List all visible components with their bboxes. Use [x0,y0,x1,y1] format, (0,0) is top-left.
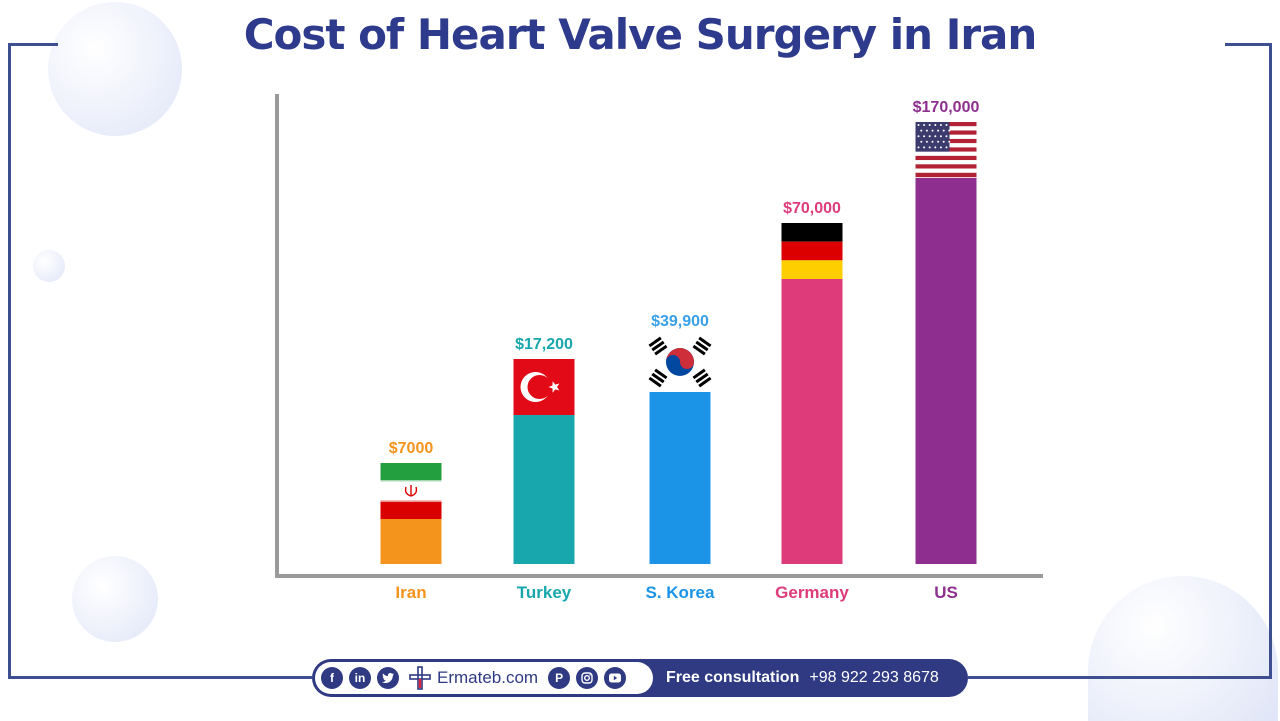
frame-bottom-right [968,676,1272,679]
y-axis-line [275,94,279,578]
phone-number: +98 922 293 8678 [809,669,939,686]
pinterest-icon[interactable]: P [548,667,571,689]
footer-links: f in Ermateb.com P [315,662,653,694]
twitter-icon[interactable] [377,667,399,689]
frame-left-side [8,43,11,678]
facebook-icon[interactable]: f [321,667,343,689]
consultation-contact[interactable]: Free consultation +98 922 293 8678 [666,659,939,697]
ermateb-logo-icon [409,666,431,690]
site-link[interactable]: Ermateb.com [437,668,539,687]
category-label: S. Korea [646,583,716,602]
category-label: Germany [775,583,849,602]
footer-bar: f in Ermateb.com P Free consultation +98 … [312,659,968,697]
bar-iran [380,519,442,564]
instagram-icon[interactable] [576,667,599,689]
value-label: $7000 [389,440,434,457]
south-korea-flag-icon [648,336,712,388]
turkey-flag-icon [513,359,575,415]
decor-bubble [33,250,65,282]
category-label: Turkey [517,583,572,602]
iran-flag-icon [380,463,442,519]
value-label: $170,000 [913,99,980,116]
value-label: $17,200 [515,336,573,353]
frame-right-side [1269,43,1272,678]
page-title: Cost of Heart Valve Surgery in Iran [243,10,1038,59]
value-label: $39,900 [651,313,709,330]
x-axis-line [275,574,1043,578]
bar-s-korea [649,392,711,564]
category-label: Iran [395,583,426,602]
us-flag-icon [915,122,977,178]
bar-germany [781,279,843,564]
germany-flag-icon [781,223,843,279]
bar-us [915,178,977,564]
youtube-icon[interactable] [604,667,627,689]
decor-bubble [48,2,182,136]
decor-bubble [1088,576,1278,721]
value-label: $70,000 [783,200,841,217]
consultation-label: Free consultation [666,669,800,686]
category-label: US [934,583,958,602]
bar-turkey [513,415,575,564]
linkedin-icon[interactable]: in [349,667,371,689]
decor-bubble [72,556,158,642]
frame-left-top [8,43,58,46]
frame-bottom-left [8,676,312,679]
frame-right-top [1225,43,1272,46]
